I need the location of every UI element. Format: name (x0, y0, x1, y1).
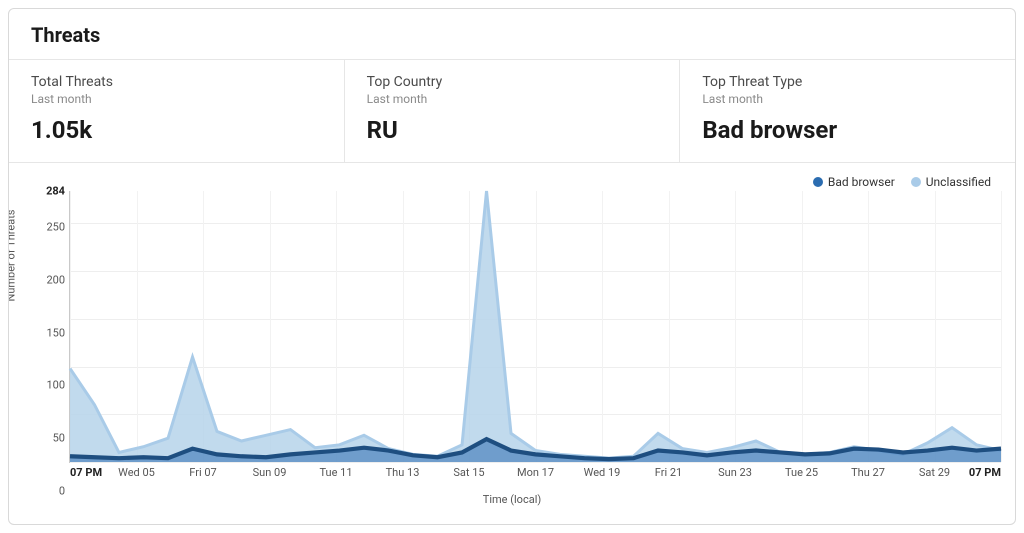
card-header: Threats (9, 9, 1015, 60)
stat-value: RU (367, 116, 658, 144)
x-axis-title: Time (local) (23, 493, 1001, 506)
y-axis-title: Number of Threats (8, 210, 18, 302)
series-svg (70, 191, 1001, 462)
stat-sublabel: Last month (367, 92, 658, 106)
x-tick-label: Tue 25 (785, 466, 818, 479)
chart-area: Number of Threats 050100150200250284 07 … (23, 191, 1001, 491)
stat-sublabel: Last month (31, 92, 322, 106)
stat-label: Top Threat Type (702, 74, 993, 90)
stat-label: Total Threats (31, 74, 322, 90)
legend-item-bad-browser[interactable]: Bad browser (813, 175, 895, 189)
x-tick-label: Thu 13 (386, 466, 420, 479)
y-tick-label: 50 (53, 432, 65, 445)
x-tick-label: Sun 09 (253, 466, 287, 479)
x-tick-label: Thu 27 (851, 466, 885, 479)
legend-item-unclassified[interactable]: Unclassified (911, 175, 991, 189)
y-peak-label: 284 (46, 185, 65, 198)
x-tick-label: Sat 15 (453, 466, 484, 479)
x-tick-label: Mon 17 (517, 466, 554, 479)
y-tick-label: 150 (46, 326, 65, 339)
chart-legend: Bad browser Unclassified (23, 171, 1001, 191)
stat-sublabel: Last month (702, 92, 993, 106)
x-tick-label: Fri 21 (655, 466, 682, 479)
stat-value: 1.05k (31, 116, 322, 144)
x-tick-label: Wed 05 (118, 466, 155, 479)
y-tick-label: 250 (46, 220, 65, 233)
threats-card: Threats Total Threats Last month 1.05k T… (8, 8, 1016, 525)
x-tick-label: 07 PM (70, 466, 102, 479)
x-tick-label: Wed 19 (584, 466, 621, 479)
legend-label: Unclassified (926, 175, 991, 189)
stat-label: Top Country (367, 74, 658, 90)
y-axis: Number of Threats 050100150200250284 (23, 191, 69, 491)
grid-line-v (1001, 191, 1002, 462)
stats-row: Total Threats Last month 1.05k Top Count… (9, 60, 1015, 163)
x-tick-label: 07 PM (969, 466, 1001, 479)
stat-total-threats: Total Threats Last month 1.05k (9, 60, 345, 162)
x-tick-label: Sun 23 (718, 466, 752, 479)
legend-label: Bad browser (828, 175, 895, 189)
x-tick-label: Tue 11 (319, 466, 352, 479)
stat-top-country: Top Country Last month RU (345, 60, 681, 162)
grid-line-h (70, 462, 1001, 463)
chart-container: Bad browser Unclassified Number of Threa… (9, 163, 1015, 512)
y-tick-label: 200 (46, 273, 65, 286)
y-tick-label: 100 (46, 379, 65, 392)
x-tick-label: Sat 29 (919, 466, 950, 479)
stat-top-threat-type: Top Threat Type Last month Bad browser (680, 60, 1015, 162)
y-tick-label: 0 (59, 485, 65, 498)
series-area (70, 191, 1001, 462)
card-title: Threats (31, 23, 993, 47)
legend-swatch-icon (813, 177, 823, 187)
x-tick-label: Fri 07 (189, 466, 216, 479)
plot-region[interactable]: 07 PMWed 05Fri 07Sun 09Tue 11Thu 13Sat 1… (69, 191, 1001, 463)
stat-value: Bad browser (702, 116, 993, 144)
legend-swatch-icon (911, 177, 921, 187)
